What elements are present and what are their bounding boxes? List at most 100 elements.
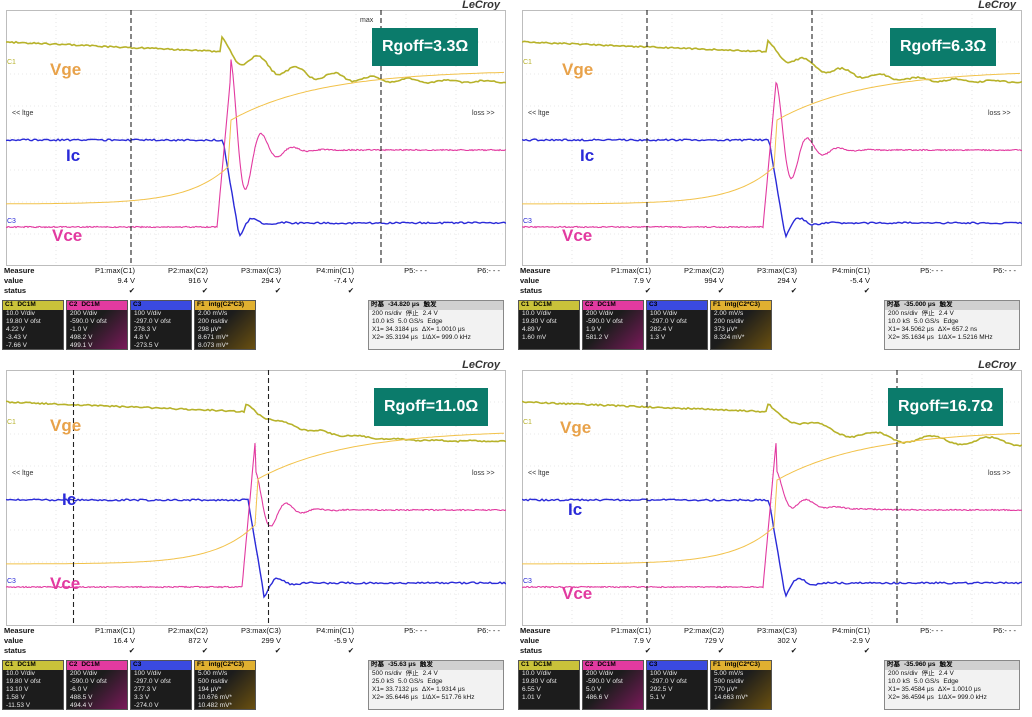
measure-value-p1: 7.9 V <box>578 636 651 646</box>
channel-box-field: 25.0 kS <box>372 678 394 685</box>
channel-box-line: 282.4 V <box>647 326 707 334</box>
measure-param-name[interactable]: P3:max(C3) <box>724 266 797 276</box>
channel-box-field: DC1M <box>17 661 35 668</box>
channel-box-header: C3 <box>647 661 707 670</box>
measure-param-name[interactable]: P5:- - - <box>354 626 427 636</box>
measure-param-name[interactable]: P3:max(C3) <box>208 626 281 636</box>
channel-box-line: 10.0 V/div <box>519 670 579 678</box>
channel-box-header: C1 DC1M <box>3 661 63 670</box>
measure-param-name[interactable]: P4:min(C1) <box>281 626 354 636</box>
measure-param-name[interactable]: P2:max(C2) <box>135 266 208 276</box>
channel-box-c2[interactable]: C2 DC1M 200 V/div -590.0 V ofst 5.0 V 486.6 V <box>582 660 644 710</box>
channel-box-line: 498.2 V <box>67 334 127 342</box>
measure-param-name[interactable]: P1:max(C1) <box>578 626 651 636</box>
channel-box-line: -6.0 V <box>67 686 127 694</box>
measure-param-name[interactable]: P4:min(C1) <box>797 626 870 636</box>
channel-marker-c3: C3 <box>523 578 532 585</box>
channel-box-line: 13.10 V <box>3 686 63 694</box>
channel-box-field: intg(C2*C3) <box>725 301 760 308</box>
channel-box-c3[interactable]: C3 100 V/div -297.0 V ofst 292.5 V 5.1 V <box>646 660 708 710</box>
measure-param-name[interactable]: P2:max(C2) <box>651 266 724 276</box>
channel-box-field: ΔX= 657.2 ns <box>938 326 977 333</box>
channel-box-c3[interactable]: C3 100 V/div -297.0 V ofst 282.4 V 1.3 V <box>646 300 708 350</box>
check-icon: ✔ <box>724 646 797 656</box>
measure-value-row: value 7.9 V 994 V 294 V -5.4 V <box>520 276 1020 286</box>
scope-panel: LeCroy << ltge loss >> C1 C3 Vge Ic Vce Rgoff=6.… <box>516 0 1024 353</box>
check-icon: ✔ <box>797 286 870 296</box>
measure-title: Measure <box>520 266 578 276</box>
measure-param-name[interactable]: P2:max(C2) <box>651 626 724 636</box>
channel-box-tb[interactable]: 时基 -35.960 μs 触发 200 ns/div 停止 2.4 V 10.0 kS 5.… <box>884 660 1020 710</box>
measure-value-p5 <box>870 276 943 286</box>
channel-box-field: DC1M <box>81 661 99 668</box>
channel-box-c3[interactable]: C3 100 V/div -297.0 V ofst 277.3 V 3.3 V -274… <box>130 660 192 710</box>
measure-param-name[interactable]: P3:max(C3) <box>208 266 281 276</box>
channel-box-line: -590.0 V ofst <box>67 318 127 326</box>
channel-box-field: intg(C2*C3) <box>209 661 244 668</box>
channel-box-header: F1 intg(C2*C3) <box>711 661 771 670</box>
channel-box-f1[interactable]: F1 intg(C2*C3) 5.00 mV/s 500 ns/div 770 μV* 1… <box>710 660 772 710</box>
measure-status-row: status ✔ ✔ ✔ ✔ <box>4 646 504 656</box>
channel-box-c2[interactable]: C2 DC1M 200 V/div -590.0 V ofst -1.0 V 498.2 … <box>66 300 128 350</box>
channel-box-header: 时基 -35.63 μs 触发 <box>369 661 503 670</box>
channel-marker-c3: C3 <box>7 218 16 225</box>
measure-param-name[interactable]: P6:- - - <box>943 266 1016 276</box>
channel-box-f1[interactable]: F1 intg(C2*C3) 5.00 mV/s 500 ns/div 194 μV* 1… <box>194 660 256 710</box>
channel-box-f1[interactable]: F1 intg(C2*C3) 2.00 mV/s 200 ns/div 373 μV* 8… <box>710 300 772 350</box>
measure-param-name[interactable]: P1:max(C1) <box>578 266 651 276</box>
channel-box-field: 1/ΔX= 999.0 kHz <box>938 694 987 701</box>
channel-box-f1[interactable]: F1 intg(C2*C3) 2.00 mV/s 200 ns/div 298 μV* 8… <box>194 300 256 350</box>
channel-box-line: 4.22 V <box>3 326 63 334</box>
channel-box-header: C2 DC1M <box>583 661 643 670</box>
channel-box-tb[interactable]: 时基 -35.63 μs 触发 500 ns/div 停止 2.4 V 25.0 kS 5.0… <box>368 660 504 710</box>
channel-box-line: 10.0 V/div <box>519 310 579 318</box>
channel-box-c1[interactable]: C1 DC1M 10.0 V/div 19.80 V ofst 6.55 V 1.01 V <box>518 660 580 710</box>
channel-box-c1[interactable]: C1 DC1M 10.0 V/div 19.80 V ofst 4.89 V 1.60 m… <box>518 300 580 350</box>
measure-param-name[interactable]: P4:min(C1) <box>281 266 354 276</box>
measure-param-name[interactable]: P4:min(C1) <box>797 266 870 276</box>
channel-box-field: 200 ns/div <box>888 670 918 677</box>
channel-box-c3[interactable]: C3 100 V/div -297.0 V ofst 278.3 V 4.8 V -273… <box>130 300 192 350</box>
measure-param-name[interactable]: P5:- - - <box>354 266 427 276</box>
channel-box-line: 770 μV* <box>711 686 771 694</box>
channel-box-field: intg(C2*C3) <box>725 661 760 668</box>
channel-box-field: C3 <box>649 301 657 308</box>
channel-box-c1[interactable]: C1 DC1M 10.0 V/div 19.80 V ofst 4.22 V -3.43 … <box>2 300 64 350</box>
check-icon: ✔ <box>281 646 354 656</box>
scope-panel: LeCroy << ltge loss >> C1 C3 max Vge Ic Vce Rgoff… <box>0 0 508 353</box>
measure-param-name[interactable]: P6:- - - <box>427 266 500 276</box>
channel-box-field: C3 <box>133 661 141 668</box>
channel-box-c2[interactable]: C2 DC1M 200 V/div -590.0 V ofst -6.0 V 488.5 … <box>66 660 128 710</box>
measure-param-name[interactable]: P1:max(C1) <box>62 626 135 636</box>
measure-header-row: Measure P1:max(C1) P2:max(C2) P3:max(C3) P4:… <box>4 626 504 636</box>
measure-param-name[interactable]: P6:- - - <box>943 626 1016 636</box>
channel-box-line: 8.671 mV* <box>195 334 255 342</box>
channel-box-header: C3 <box>647 301 707 310</box>
channel-box-tb[interactable]: 时基 -34.820 μs 触发 200 ns/div 停止 2.4 V 10.0 kS 5.… <box>368 300 504 350</box>
channel-box-line: 6.55 V <box>519 686 579 694</box>
channel-box-header: 时基 -35.000 μs 触发 <box>885 301 1019 310</box>
channel-box-field: 2.4 V <box>939 670 954 677</box>
check-icon: ✔ <box>797 646 870 656</box>
channel-box-c2[interactable]: C2 DC1M 200 V/div -590.0 V ofst 1.9 V 581.2 V <box>582 300 644 350</box>
check-icon: ✔ <box>651 646 724 656</box>
measure-param-name[interactable]: P6:- - - <box>427 626 500 636</box>
channel-box-field: 10.0 kS <box>888 318 910 325</box>
channel-box-line: 19.80 V ofst <box>3 318 63 326</box>
measure-param-name[interactable]: P5:- - - <box>870 626 943 636</box>
channel-box-line: X1= 34.3184 μs ΔX= 1.0010 μs <box>369 326 503 334</box>
measure-param-name[interactable]: P2:max(C2) <box>135 626 208 636</box>
channel-box-tb[interactable]: 时基 -35.000 μs 触发 200 ns/div 停止 2.4 V 10.0 kS 5.… <box>884 300 1020 350</box>
channel-box-line: 500 ns/div <box>195 678 255 686</box>
channel-box-field: C2 <box>585 661 593 668</box>
measure-param-name[interactable]: P5:- - - <box>870 266 943 276</box>
measure-param-name[interactable]: P1:max(C1) <box>62 266 135 276</box>
measure-param-name[interactable]: P3:max(C3) <box>724 626 797 636</box>
channel-box-c1[interactable]: C1 DC1M 10.0 V/div 19.80 V ofst 13.10 V 1.58 … <box>2 660 64 710</box>
check-icon: ✔ <box>578 646 651 656</box>
measure-status-label: status <box>520 646 578 656</box>
ic-trace <box>522 499 1022 596</box>
channel-box-field: F1 <box>197 661 205 668</box>
channel-box-line: 200 V/div <box>583 670 643 678</box>
check-icon: ✔ <box>62 286 135 296</box>
